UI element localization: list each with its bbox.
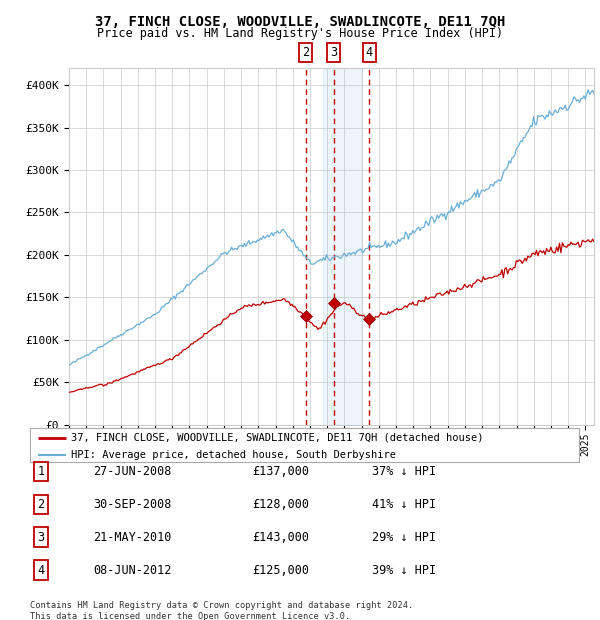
Text: 2: 2: [302, 46, 309, 60]
Text: £137,000: £137,000: [252, 465, 309, 478]
Text: £143,000: £143,000: [252, 531, 309, 544]
Bar: [323, 68, 362, 425]
Text: 37% ↓ HPI: 37% ↓ HPI: [372, 465, 436, 478]
Text: Price paid vs. HM Land Registry's House Price Index (HPI): Price paid vs. HM Land Registry's House …: [97, 27, 503, 40]
Text: 37, FINCH CLOSE, WOODVILLE, SWADLINCOTE, DE11 7QH: 37, FINCH CLOSE, WOODVILLE, SWADLINCOTE,…: [95, 16, 505, 30]
Text: 41% ↓ HPI: 41% ↓ HPI: [372, 498, 436, 511]
Text: Contains HM Land Registry data © Crown copyright and database right 2024.
This d: Contains HM Land Registry data © Crown c…: [30, 601, 413, 620]
Text: £128,000: £128,000: [252, 498, 309, 511]
Text: 2: 2: [37, 498, 44, 511]
Text: 30-SEP-2008: 30-SEP-2008: [93, 498, 172, 511]
Text: 3: 3: [37, 531, 44, 544]
Text: HPI: Average price, detached house, South Derbyshire: HPI: Average price, detached house, Sout…: [71, 450, 396, 459]
Text: £125,000: £125,000: [252, 564, 309, 577]
Text: 29% ↓ HPI: 29% ↓ HPI: [372, 531, 436, 544]
Text: 37, FINCH CLOSE, WOODVILLE, SWADLINCOTE, DE11 7QH (detached house): 37, FINCH CLOSE, WOODVILLE, SWADLINCOTE,…: [71, 433, 484, 443]
Text: 4: 4: [365, 46, 373, 60]
Text: 21-MAY-2010: 21-MAY-2010: [93, 531, 172, 544]
Text: 3: 3: [331, 46, 337, 60]
Text: 08-JUN-2012: 08-JUN-2012: [93, 564, 172, 577]
Text: 39% ↓ HPI: 39% ↓ HPI: [372, 564, 436, 577]
Text: 1: 1: [37, 465, 44, 478]
Text: 4: 4: [37, 564, 44, 577]
Text: 27-JUN-2008: 27-JUN-2008: [93, 465, 172, 478]
